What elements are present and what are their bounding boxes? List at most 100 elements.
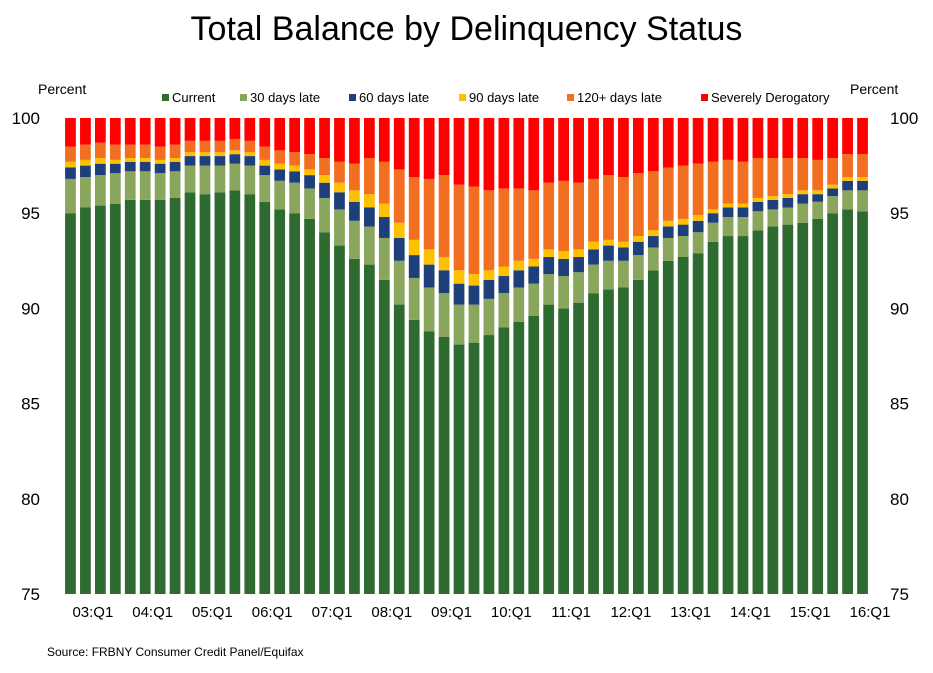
- bar-current-11:Q2: [558, 308, 570, 594]
- bar-90-days-late-14:Q3: [752, 197, 764, 202]
- bar-90-days-late-09:Q2: [438, 256, 450, 271]
- x-tick-16:Q1: 16:Q1: [850, 604, 891, 621]
- bar-90-days-late-07:Q2: [319, 175, 330, 183]
- bar-severely-derogatory-12:Q2: [618, 118, 629, 178]
- bar-severely-derogatory-07:Q1: [304, 118, 315, 155]
- bar-current-08:Q1: [363, 264, 375, 594]
- bar-60-days-late-05:Q1: [184, 156, 196, 166]
- bar-current-03:Q3: [94, 205, 106, 594]
- bar-severely-derogatory-04:Q4: [169, 118, 181, 145]
- bar-30-days-late-03:Q1: [65, 178, 76, 214]
- bar-90-days-late-14:Q2: [737, 203, 749, 208]
- legend-label-current: Current: [172, 90, 216, 105]
- bar-current-13:Q2: [677, 256, 689, 594]
- y-axis-label-right: Percent: [850, 81, 898, 97]
- bar-90-days-late-06:Q2: [259, 159, 271, 166]
- bar-90-days-late-08:Q1: [363, 194, 375, 208]
- bar-current-11:Q1: [543, 304, 555, 594]
- bar-30-days-late-14:Q3: [752, 211, 764, 231]
- bar-60-days-late-03:Q1: [65, 167, 76, 179]
- bar-severely-derogatory-12:Q4: [647, 118, 659, 172]
- bar-90-days-late-09:Q3: [453, 270, 465, 284]
- bar-120-days-late-10:Q2: [498, 188, 510, 267]
- x-tick-13:Q1: 13:Q1: [670, 604, 711, 621]
- bar-current-07:Q3: [334, 245, 345, 594]
- bar-current-09:Q4: [468, 342, 480, 594]
- x-tick-05:Q1: 05:Q1: [192, 604, 233, 621]
- bar-60-days-late-13:Q1: [662, 226, 674, 238]
- bar-120-days-late-15:Q3: [812, 159, 824, 191]
- bar-30-days-late-06:Q2: [259, 175, 271, 202]
- bar-current-08:Q3: [393, 304, 405, 594]
- bar-60-days-late-15:Q3: [812, 194, 824, 202]
- bar-120-days-late-04:Q4: [169, 144, 181, 158]
- bar-30-days-late-09:Q4: [468, 304, 480, 343]
- bar-severely-derogatory-05:Q4: [229, 118, 241, 139]
- bar-30-days-late-12:Q4: [647, 247, 659, 271]
- bar-120-days-late-03:Q4: [109, 144, 121, 160]
- bar-30-days-late-11:Q4: [588, 264, 599, 294]
- y-tick-left-75: 75: [21, 585, 40, 604]
- bar-30-days-late-12:Q1: [603, 260, 614, 290]
- bar-120-days-late-12:Q1: [603, 175, 614, 240]
- bar-120-days-late-04:Q1: [124, 144, 136, 158]
- bar-current-03:Q1: [65, 213, 76, 594]
- bar-30-days-late-08:Q2: [378, 237, 390, 280]
- bar-current-13:Q1: [662, 260, 674, 594]
- bar-severely-derogatory-13:Q2: [677, 118, 689, 166]
- bar-severely-derogatory-16:Q1: [842, 118, 853, 155]
- bar-90-days-late-06:Q4: [289, 165, 301, 172]
- bar-60-days-late-08:Q1: [363, 207, 375, 227]
- bar-120-days-late-12:Q2: [618, 177, 629, 242]
- bar-30-days-late-06:Q4: [289, 182, 301, 214]
- bar-60-days-late-04:Q4: [169, 161, 181, 172]
- bar-120-days-late-12:Q3: [632, 173, 644, 237]
- bar-90-days-late-04:Q1: [124, 157, 136, 162]
- bar-90-days-late-09:Q1: [423, 249, 435, 265]
- bar-30-days-late-05:Q1: [184, 165, 196, 193]
- bar-90-days-late-07:Q4: [349, 190, 360, 202]
- bar-current-10:Q2: [498, 327, 510, 594]
- bar-120-days-late-04:Q3: [154, 146, 166, 160]
- bar-90-days-late-04:Q2: [139, 157, 151, 162]
- bar-90-days-late-13:Q3: [692, 215, 704, 221]
- bar-30-days-late-09:Q1: [423, 287, 435, 332]
- bar-30-days-late-03:Q3: [94, 175, 106, 206]
- bar-90-days-late-15:Q3: [812, 190, 824, 195]
- bar-90-days-late-11:Q1: [543, 249, 555, 257]
- bar-60-days-late-16:Q1: [842, 180, 853, 191]
- bar-severely-derogatory-06:Q3: [274, 118, 286, 151]
- bar-90-days-late-13:Q4: [707, 209, 719, 214]
- bar-current-05:Q4: [229, 190, 241, 594]
- bar-120-days-late-11:Q1: [543, 182, 555, 250]
- bar-60-days-late-07:Q3: [334, 192, 345, 210]
- bar-60-days-late-13:Q4: [707, 213, 719, 223]
- bar-current-04:Q3: [154, 199, 166, 594]
- bar-severely-derogatory-06:Q1: [244, 118, 256, 141]
- bar-30-days-late-07:Q2: [319, 197, 330, 233]
- bar-60-days-late-04:Q2: [139, 161, 151, 172]
- bar-severely-derogatory-09:Q1: [423, 118, 435, 179]
- bar-severely-derogatory-13:Q1: [662, 118, 674, 168]
- bar-30-days-late-12:Q3: [632, 255, 644, 280]
- legend-swatch-60-days-late: [349, 94, 356, 101]
- bar-current-10:Q1: [483, 335, 495, 594]
- bar-30-days-late-04:Q1: [124, 171, 136, 200]
- bar-60-days-late-03:Q2: [80, 165, 91, 178]
- bar-120-days-late-05:Q4: [229, 138, 241, 151]
- bar-60-days-late-11:Q3: [573, 256, 584, 273]
- source-note: Source: FRBNY Consumer Credit Panel/Equi…: [47, 645, 304, 659]
- bar-90-days-late-16:Q1: [842, 177, 853, 181]
- bar-30-days-late-14:Q4: [767, 209, 779, 227]
- bar-120-days-late-09:Q2: [438, 175, 450, 257]
- bar-120-days-late-15:Q4: [827, 157, 839, 185]
- bar-30-days-late-10:Q4: [528, 283, 540, 317]
- bar-severely-derogatory-14:Q1: [722, 118, 734, 160]
- bar-severely-derogatory-10:Q3: [513, 118, 525, 189]
- bar-120-days-late-07:Q2: [319, 157, 330, 176]
- bar-60-days-late-07:Q2: [319, 182, 330, 198]
- legend-swatch-current: [162, 94, 169, 101]
- bar-90-days-late-04:Q3: [154, 159, 166, 164]
- bar-severely-derogatory-03:Q4: [109, 118, 121, 145]
- bar-120-days-late-03:Q2: [80, 144, 91, 160]
